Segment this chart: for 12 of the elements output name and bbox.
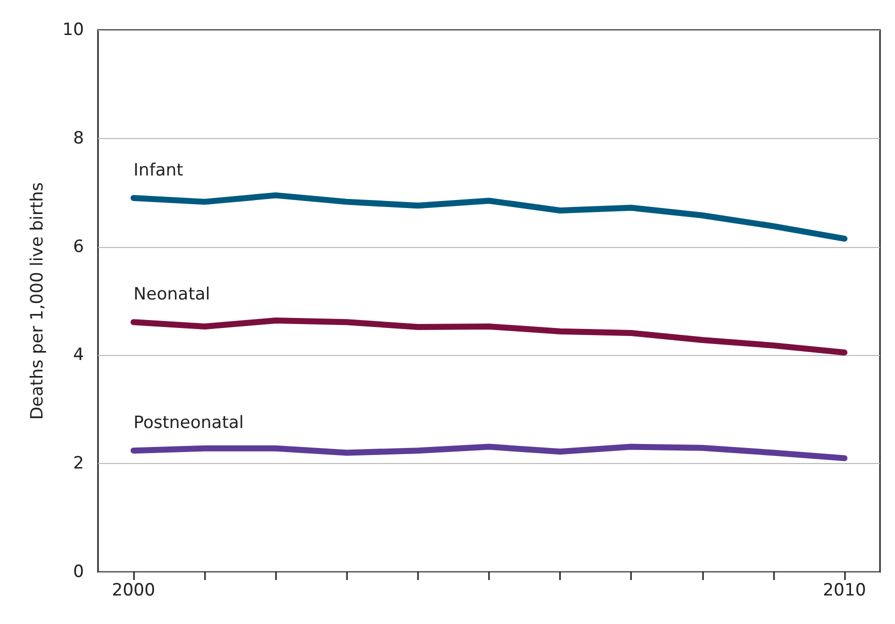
y-tick-label: 0 xyxy=(73,562,84,582)
y-tick-label: 8 xyxy=(73,128,84,148)
y-tick-label: 6 xyxy=(73,236,84,257)
y-tick-label: 2 xyxy=(73,454,84,474)
series-label: Infant xyxy=(134,160,184,181)
series-label: Postneonatal xyxy=(134,413,244,434)
x-tick-label: 2000 xyxy=(112,580,156,600)
series-label: Neonatal xyxy=(134,284,210,305)
y-axis-title: Deaths per 1,000 live births xyxy=(28,182,48,420)
x-tick-label: 2010 xyxy=(822,580,866,600)
y-tick-label: 10 xyxy=(62,20,84,40)
y-tick-label: 4 xyxy=(73,345,84,366)
